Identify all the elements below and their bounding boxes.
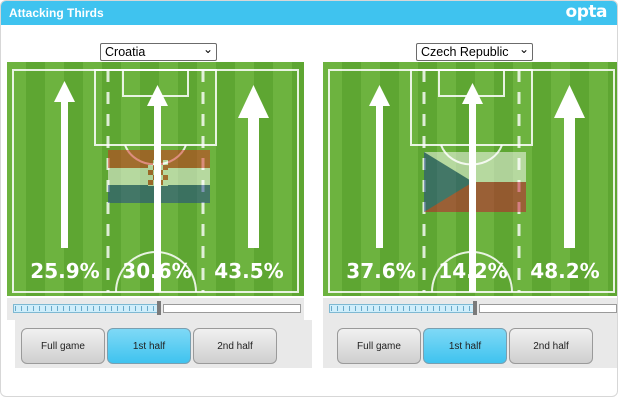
- team-select-right-value: Czech Republic: [421, 45, 509, 59]
- team-select-left-value: Croatia: [105, 45, 146, 59]
- timeline-second-half-left[interactable]: [163, 304, 301, 313]
- timeline-first-half-right[interactable]: [329, 304, 475, 313]
- team-select-left[interactable]: Croatia ⌄: [100, 42, 217, 61]
- widget-title: Attacking Thirds: [9, 6, 104, 20]
- third-left-pct-right: 37.6%: [346, 259, 416, 283]
- pitch-right-graphic: [323, 62, 617, 296]
- full-game-button-right[interactable]: Full game: [337, 328, 421, 364]
- second-half-button[interactable]: 2nd half: [193, 328, 277, 364]
- timeline-handle-left[interactable]: [157, 301, 161, 315]
- second-half-button-right[interactable]: 2nd half: [509, 328, 593, 364]
- header-bar: Attacking Thirds opta: [1, 1, 617, 25]
- timeline-left: [7, 298, 304, 320]
- first-half-button-right[interactable]: 1st half: [423, 328, 507, 364]
- timeline-handle-right[interactable]: [473, 301, 477, 315]
- pitch-left: [7, 62, 304, 296]
- timeline-first-half-left[interactable]: [13, 304, 159, 313]
- widget-frame: Attacking Thirds opta Croatia ⌄: [0, 0, 618, 397]
- third-right-pct: 43.5%: [214, 259, 284, 283]
- first-half-button[interactable]: 1st half: [107, 328, 191, 364]
- team-select-right[interactable]: Czech Republic ⌄: [416, 42, 533, 61]
- third-center-pct-right: 14.2%: [438, 259, 508, 283]
- period-buttons-left: Full game 1st half 2nd half: [15, 320, 312, 368]
- third-center-pct: 30.6%: [122, 259, 192, 283]
- arrows-right: [369, 83, 585, 292]
- period-buttons-right: Full game 1st half 2nd half: [323, 320, 617, 368]
- third-left-pct: 25.9%: [30, 259, 100, 283]
- timeline-right: [323, 298, 617, 320]
- third-right-pct-right: 48.2%: [530, 259, 600, 283]
- pitch-left-graphic: [7, 62, 304, 296]
- chevron-down-icon: ⌄: [518, 42, 529, 56]
- full-game-button[interactable]: Full game: [21, 328, 105, 364]
- opta-logo: opta: [565, 2, 608, 22]
- pitch-right: [323, 62, 617, 296]
- arrows-left: [54, 81, 269, 292]
- chevron-down-icon: ⌄: [202, 42, 213, 56]
- timeline-second-half-right[interactable]: [479, 304, 617, 313]
